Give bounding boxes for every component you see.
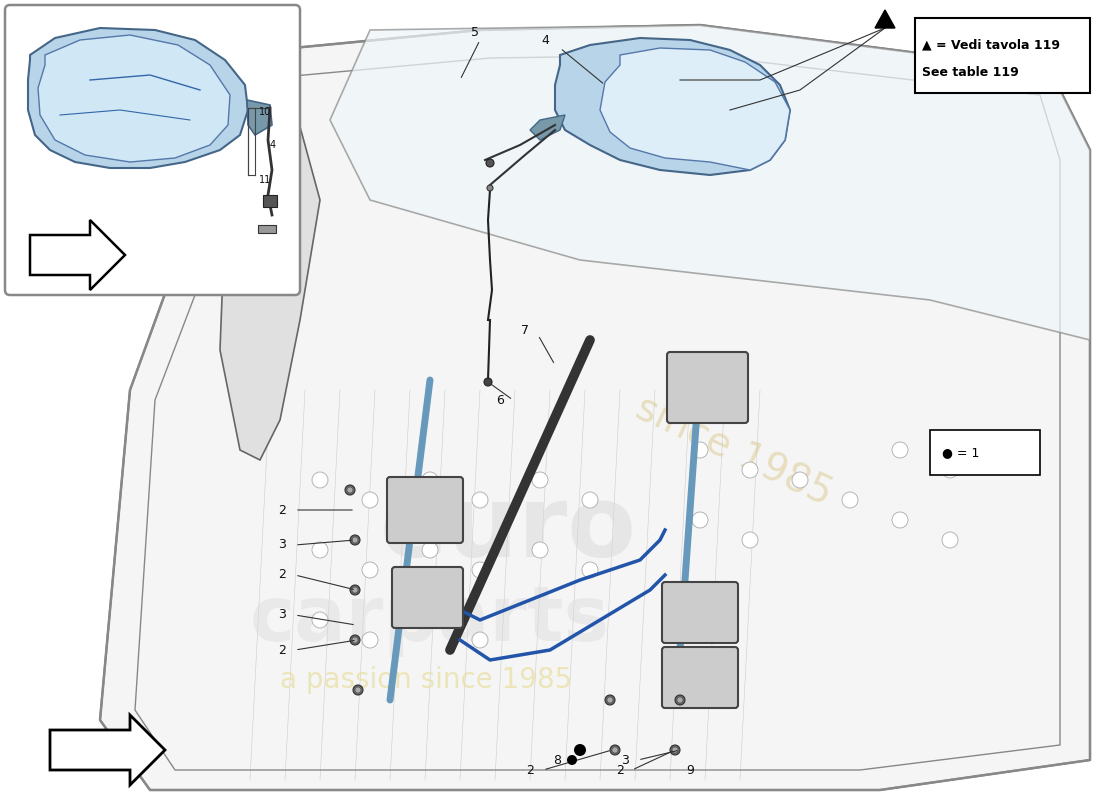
- Circle shape: [353, 685, 363, 695]
- Circle shape: [742, 532, 758, 548]
- Text: carparts: carparts: [250, 583, 611, 657]
- Circle shape: [312, 612, 328, 628]
- Bar: [258, 225, 276, 233]
- Circle shape: [742, 462, 758, 478]
- Text: 5: 5: [471, 26, 478, 38]
- Circle shape: [472, 562, 488, 578]
- Circle shape: [422, 542, 438, 558]
- Circle shape: [692, 512, 708, 528]
- Text: See table 119: See table 119: [922, 66, 1019, 78]
- Circle shape: [942, 532, 958, 548]
- Polygon shape: [50, 715, 165, 785]
- Text: ▲ = Vedi tavola 119: ▲ = Vedi tavola 119: [922, 38, 1060, 51]
- Circle shape: [487, 185, 493, 191]
- Text: 11: 11: [258, 175, 272, 185]
- Circle shape: [422, 612, 438, 628]
- Text: euro: euro: [379, 482, 637, 578]
- Circle shape: [670, 745, 680, 755]
- FancyBboxPatch shape: [6, 5, 300, 295]
- Polygon shape: [30, 220, 125, 290]
- Circle shape: [675, 695, 685, 705]
- Circle shape: [312, 542, 328, 558]
- Circle shape: [574, 744, 586, 756]
- Circle shape: [352, 537, 358, 543]
- Circle shape: [350, 585, 360, 595]
- Polygon shape: [39, 35, 230, 162]
- Circle shape: [362, 632, 378, 648]
- Text: 2: 2: [616, 763, 624, 777]
- Polygon shape: [330, 25, 1090, 340]
- Circle shape: [422, 472, 438, 488]
- Circle shape: [350, 535, 360, 545]
- Circle shape: [532, 472, 548, 488]
- Text: 10: 10: [258, 107, 272, 117]
- Circle shape: [532, 542, 548, 558]
- Circle shape: [484, 378, 492, 386]
- Polygon shape: [220, 90, 320, 460]
- Text: 8: 8: [553, 754, 561, 766]
- Polygon shape: [556, 38, 790, 175]
- Circle shape: [892, 512, 907, 528]
- FancyBboxPatch shape: [662, 582, 738, 643]
- Circle shape: [612, 747, 618, 753]
- Circle shape: [362, 492, 378, 508]
- FancyBboxPatch shape: [667, 352, 748, 423]
- FancyBboxPatch shape: [662, 647, 738, 708]
- Text: 7: 7: [521, 323, 529, 337]
- Circle shape: [842, 492, 858, 508]
- Text: ● = 1: ● = 1: [942, 446, 979, 459]
- Polygon shape: [600, 48, 790, 170]
- FancyBboxPatch shape: [930, 430, 1040, 475]
- Polygon shape: [28, 28, 248, 168]
- Circle shape: [942, 462, 958, 478]
- Text: 9: 9: [686, 763, 694, 777]
- Circle shape: [312, 472, 328, 488]
- Text: 4: 4: [270, 140, 276, 150]
- Circle shape: [610, 745, 620, 755]
- Bar: [263, 195, 277, 207]
- Text: since 1985: since 1985: [630, 388, 838, 512]
- Text: 4: 4: [541, 34, 549, 46]
- Circle shape: [352, 587, 358, 593]
- Circle shape: [350, 635, 360, 645]
- Circle shape: [355, 687, 361, 693]
- Text: a passion since 1985: a passion since 1985: [280, 666, 572, 694]
- Circle shape: [346, 487, 353, 493]
- Text: 2: 2: [278, 503, 286, 517]
- Circle shape: [362, 562, 378, 578]
- Text: 2: 2: [526, 763, 534, 777]
- Text: 3: 3: [621, 754, 629, 766]
- Circle shape: [692, 442, 708, 458]
- Circle shape: [352, 637, 358, 643]
- Circle shape: [486, 159, 494, 167]
- Circle shape: [607, 697, 613, 703]
- FancyBboxPatch shape: [392, 567, 463, 628]
- Polygon shape: [248, 100, 272, 135]
- Circle shape: [345, 485, 355, 495]
- Circle shape: [672, 747, 678, 753]
- Circle shape: [566, 755, 578, 765]
- Circle shape: [582, 562, 598, 578]
- Polygon shape: [874, 10, 895, 28]
- Text: 2: 2: [278, 643, 286, 657]
- Circle shape: [792, 472, 808, 488]
- FancyBboxPatch shape: [387, 477, 463, 543]
- Text: 3: 3: [278, 538, 286, 551]
- FancyBboxPatch shape: [915, 18, 1090, 93]
- Text: 6: 6: [496, 394, 504, 406]
- Text: 3: 3: [278, 609, 286, 622]
- Circle shape: [472, 492, 488, 508]
- Text: 2: 2: [278, 569, 286, 582]
- Circle shape: [582, 492, 598, 508]
- Circle shape: [892, 442, 907, 458]
- Polygon shape: [530, 115, 565, 140]
- Circle shape: [472, 632, 488, 648]
- Circle shape: [605, 695, 615, 705]
- Circle shape: [676, 697, 683, 703]
- Polygon shape: [100, 25, 1090, 790]
